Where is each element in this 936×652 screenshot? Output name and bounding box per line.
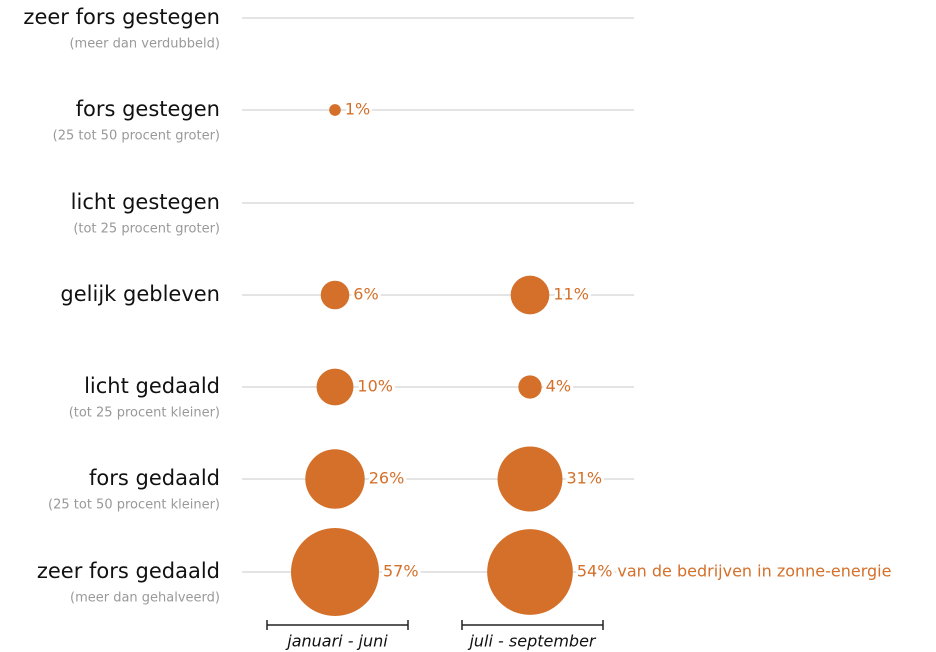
- bubble: [316, 368, 354, 406]
- value-label: 54%: [577, 562, 613, 581]
- category-sublabel: (meer dan verdubbeld): [69, 37, 220, 52]
- category-sublabel: (tot 25 procent groter): [73, 222, 220, 237]
- value-label: 10%: [357, 377, 393, 396]
- category-label: gelijk gebleven: [60, 282, 220, 306]
- bubble: [305, 449, 365, 509]
- value-label: 11%: [553, 285, 589, 304]
- value-label: 26%: [369, 469, 405, 488]
- bubble: [510, 275, 550, 315]
- bubble: [497, 446, 563, 512]
- category-sublabel: (25 tot 50 procent kleiner): [48, 498, 220, 513]
- value-label: 31%: [566, 469, 602, 488]
- category-label: fors gedaald: [89, 466, 220, 490]
- legend-label: januari - juni: [285, 632, 388, 651]
- category-label: licht gedaald: [84, 374, 220, 398]
- value-label: 57%: [383, 562, 419, 581]
- category-label: zeer fors gedaald: [37, 559, 220, 583]
- legend-label: juli - september: [467, 632, 596, 651]
- value-label: 4%: [546, 377, 571, 396]
- bubble: [487, 529, 573, 615]
- bubble: [290, 527, 380, 617]
- bubble: [518, 375, 542, 399]
- bubble: [320, 280, 350, 310]
- bubble: [329, 104, 341, 116]
- annotation: van de bedrijven in zonne-energie: [617, 562, 891, 581]
- category-sublabel: (25 tot 50 procent groter): [53, 129, 220, 144]
- category-sublabel: (meer dan gehalveerd): [70, 591, 220, 606]
- category-sublabel: (tot 25 procent kleiner): [69, 406, 220, 421]
- category-label: fors gestegen: [76, 97, 220, 121]
- category-label: zeer fors gestegen: [23, 5, 220, 29]
- value-label: 1%: [345, 100, 370, 119]
- value-label: 6%: [353, 285, 378, 304]
- category-label: licht gestegen: [71, 190, 220, 214]
